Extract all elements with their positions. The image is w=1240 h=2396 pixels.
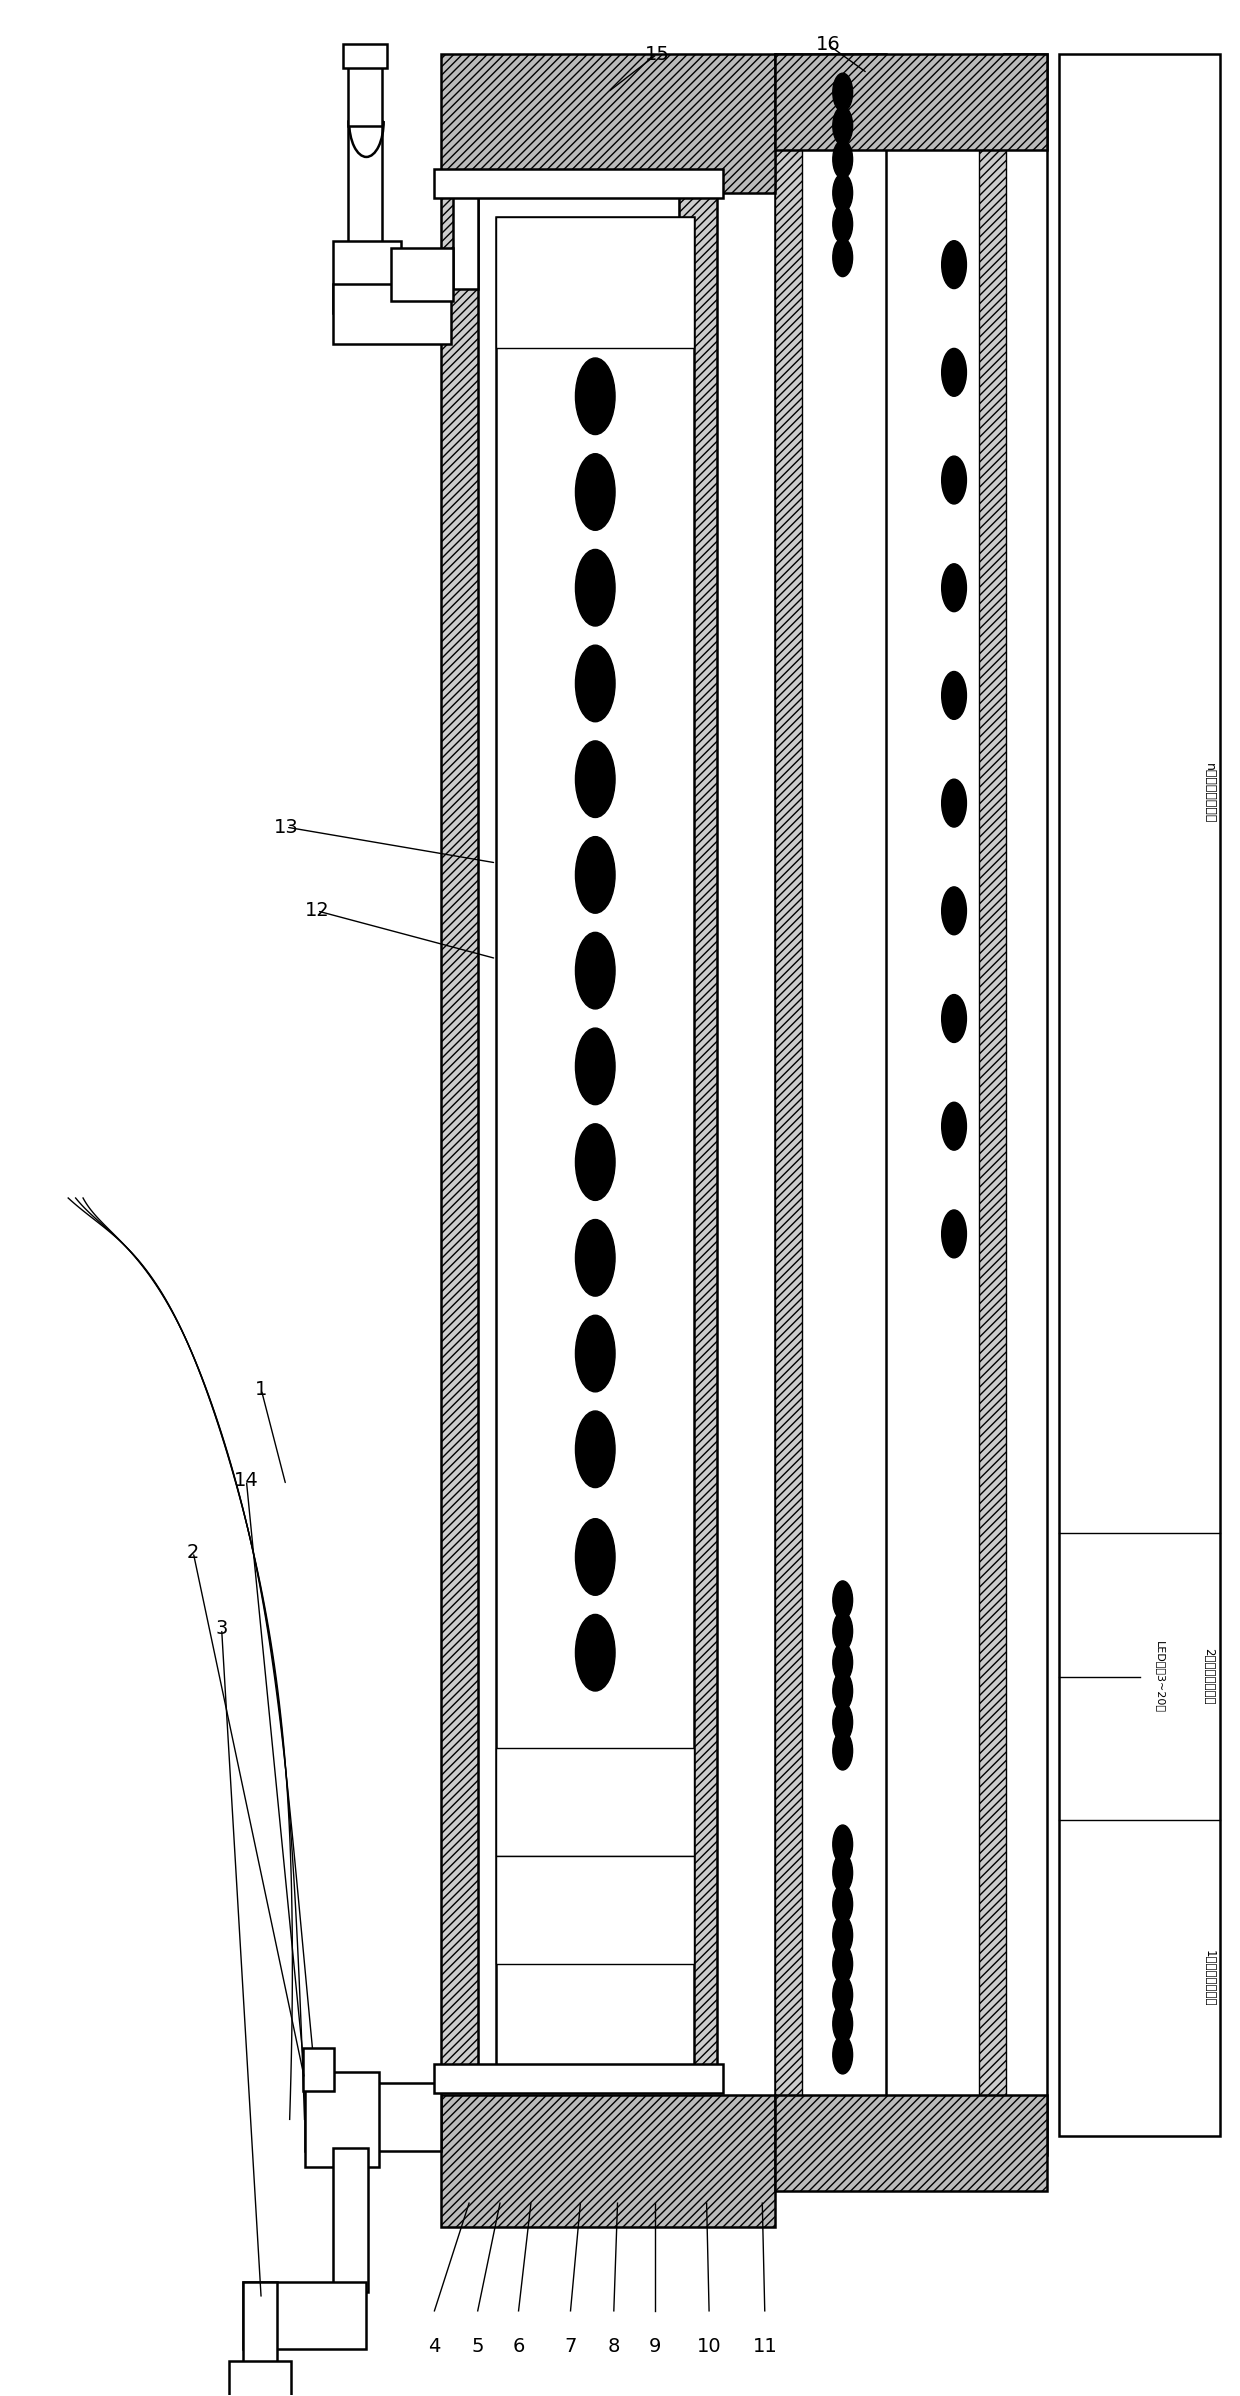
Circle shape bbox=[833, 1581, 853, 1620]
Text: 8: 8 bbox=[608, 2336, 620, 2355]
Text: n号集成发光单元: n号集成发光单元 bbox=[1203, 764, 1215, 824]
Bar bbox=[775, 55, 887, 2156]
Circle shape bbox=[941, 1102, 966, 1150]
Bar bbox=[440, 55, 775, 192]
Circle shape bbox=[833, 173, 853, 211]
Text: 16: 16 bbox=[816, 36, 841, 55]
Text: 1: 1 bbox=[255, 1380, 268, 1399]
Bar bbox=[343, 46, 387, 69]
Circle shape bbox=[941, 671, 966, 719]
Circle shape bbox=[575, 836, 615, 913]
Bar bbox=[347, 122, 382, 300]
Circle shape bbox=[575, 932, 615, 1009]
Circle shape bbox=[575, 1220, 615, 1296]
Bar bbox=[775, 55, 1047, 151]
Bar bbox=[496, 1749, 694, 1857]
Bar bbox=[775, 2096, 1047, 2192]
Bar bbox=[978, 55, 1006, 2156]
Text: 6: 6 bbox=[512, 2336, 525, 2355]
Bar bbox=[1059, 55, 1220, 2137]
Circle shape bbox=[575, 453, 615, 530]
Text: LED灯珠3~20个: LED灯珠3~20个 bbox=[1154, 1641, 1164, 1713]
Circle shape bbox=[833, 204, 853, 242]
Text: 12: 12 bbox=[305, 901, 330, 920]
Text: 3: 3 bbox=[216, 1620, 228, 1639]
Circle shape bbox=[575, 1411, 615, 1488]
Bar bbox=[334, 240, 401, 311]
Bar bbox=[496, 216, 694, 2073]
Bar bbox=[440, 2096, 775, 2228]
Bar bbox=[496, 216, 694, 347]
Text: 15: 15 bbox=[645, 46, 670, 65]
Circle shape bbox=[941, 994, 966, 1042]
Bar bbox=[305, 2085, 440, 2152]
Text: 1号: 1号 bbox=[585, 1902, 605, 1917]
Text: 2: 2 bbox=[187, 1543, 200, 1562]
Circle shape bbox=[833, 1946, 853, 1984]
Bar bbox=[775, 55, 802, 2156]
Circle shape bbox=[833, 1704, 853, 1742]
Text: 4: 4 bbox=[428, 2336, 440, 2355]
Circle shape bbox=[575, 1124, 615, 1200]
Text: 11: 11 bbox=[753, 2336, 777, 2355]
Text: 2号: 2号 bbox=[585, 1795, 605, 1809]
Circle shape bbox=[941, 1210, 966, 1258]
Circle shape bbox=[941, 240, 966, 288]
Circle shape bbox=[941, 455, 966, 503]
Text: 9: 9 bbox=[649, 2336, 661, 2355]
Circle shape bbox=[575, 1315, 615, 1392]
Bar bbox=[496, 1857, 694, 1965]
Circle shape bbox=[575, 1028, 615, 1105]
Circle shape bbox=[833, 1886, 853, 1924]
Circle shape bbox=[833, 1613, 853, 1651]
Bar bbox=[440, 180, 477, 2085]
Circle shape bbox=[833, 2037, 853, 2075]
Text: 14: 14 bbox=[234, 1471, 259, 1490]
Text: 10: 10 bbox=[697, 2336, 722, 2355]
Circle shape bbox=[833, 1977, 853, 2015]
Circle shape bbox=[833, 141, 853, 177]
Text: 5: 5 bbox=[471, 2336, 484, 2355]
Circle shape bbox=[833, 237, 853, 276]
Bar bbox=[453, 192, 477, 288]
Bar bbox=[1003, 55, 1047, 2156]
Bar bbox=[304, 2049, 335, 2092]
Circle shape bbox=[833, 1672, 853, 1711]
Circle shape bbox=[833, 1644, 853, 1682]
Circle shape bbox=[833, 1917, 853, 1955]
Circle shape bbox=[941, 887, 966, 934]
Bar bbox=[305, 2073, 378, 2168]
Bar bbox=[434, 2065, 723, 2094]
Bar bbox=[243, 2281, 366, 2348]
Circle shape bbox=[941, 347, 966, 395]
Bar bbox=[334, 2149, 367, 2291]
Circle shape bbox=[833, 2005, 853, 2044]
Text: n号: n号 bbox=[585, 273, 605, 290]
Bar bbox=[391, 247, 453, 300]
Circle shape bbox=[575, 549, 615, 625]
Bar bbox=[680, 180, 717, 2085]
Circle shape bbox=[575, 740, 615, 817]
Text: 13: 13 bbox=[274, 817, 299, 836]
Circle shape bbox=[575, 357, 615, 434]
Circle shape bbox=[941, 779, 966, 827]
Circle shape bbox=[833, 1732, 853, 1771]
Circle shape bbox=[833, 1826, 853, 1864]
Text: 1号集成发光单元: 1号集成发光单元 bbox=[1203, 1950, 1215, 2005]
Bar bbox=[334, 283, 450, 343]
Bar bbox=[229, 2360, 291, 2396]
Circle shape bbox=[575, 645, 615, 721]
Text: 2号集成发光单元: 2号集成发光单元 bbox=[1203, 1648, 1215, 1706]
Text: 7: 7 bbox=[564, 2336, 577, 2355]
Bar bbox=[243, 2281, 278, 2372]
Circle shape bbox=[941, 563, 966, 611]
Bar bbox=[347, 50, 382, 127]
Circle shape bbox=[575, 1519, 615, 1596]
Circle shape bbox=[833, 74, 853, 113]
Bar bbox=[477, 180, 680, 2085]
Circle shape bbox=[575, 1615, 615, 1692]
Circle shape bbox=[833, 1855, 853, 1893]
Circle shape bbox=[833, 108, 853, 146]
Bar bbox=[434, 168, 723, 196]
